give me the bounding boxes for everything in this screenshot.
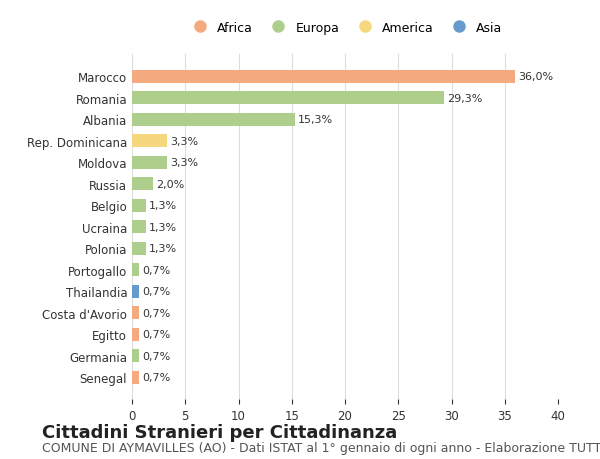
Bar — [132, 242, 146, 255]
Bar — [132, 157, 167, 169]
Text: 1,3%: 1,3% — [149, 244, 177, 254]
Text: 3,3%: 3,3% — [170, 136, 199, 146]
Text: Cittadini Stranieri per Cittadinanza: Cittadini Stranieri per Cittadinanza — [42, 423, 397, 441]
Text: 1,3%: 1,3% — [149, 222, 177, 232]
Text: COMUNE DI AYMAVILLES (AO) - Dati ISTAT al 1° gennaio di ogni anno - Elaborazione: COMUNE DI AYMAVILLES (AO) - Dati ISTAT a… — [42, 442, 600, 454]
Text: 0,7%: 0,7% — [143, 308, 171, 318]
Bar — [132, 349, 139, 362]
Text: 29,3%: 29,3% — [447, 94, 482, 104]
Bar — [132, 285, 139, 298]
Bar — [132, 71, 515, 84]
Text: 0,7%: 0,7% — [143, 265, 171, 275]
Bar — [132, 371, 139, 384]
Bar — [132, 135, 167, 148]
Legend: Africa, Europa, America, Asia: Africa, Europa, America, Asia — [182, 17, 508, 39]
Bar — [132, 92, 444, 105]
Text: 0,7%: 0,7% — [143, 286, 171, 297]
Bar — [132, 263, 139, 276]
Bar — [132, 328, 139, 341]
Text: 36,0%: 36,0% — [518, 72, 554, 82]
Bar — [132, 307, 139, 319]
Text: 3,3%: 3,3% — [170, 158, 199, 168]
Text: 0,7%: 0,7% — [143, 372, 171, 382]
Text: 0,7%: 0,7% — [143, 330, 171, 339]
Bar — [132, 199, 146, 212]
Bar — [132, 113, 295, 127]
Text: 15,3%: 15,3% — [298, 115, 333, 125]
Bar — [132, 221, 146, 234]
Text: 1,3%: 1,3% — [149, 201, 177, 211]
Bar — [132, 178, 154, 191]
Text: 2,0%: 2,0% — [157, 179, 185, 189]
Text: 0,7%: 0,7% — [143, 351, 171, 361]
